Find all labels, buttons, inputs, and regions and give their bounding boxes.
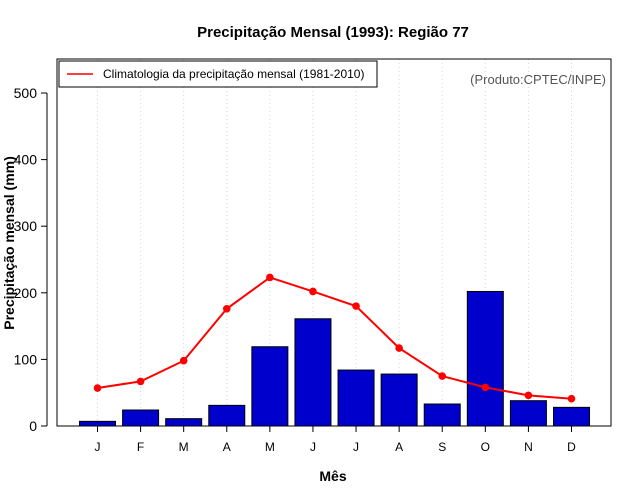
bar-4 xyxy=(208,404,246,427)
climatology-point-2 xyxy=(136,377,145,386)
bar-series xyxy=(79,290,590,427)
bar-9 xyxy=(423,403,461,427)
climatology-series xyxy=(97,276,572,400)
climatology-point-7 xyxy=(352,302,360,310)
y-tick-label: 500 xyxy=(14,85,38,101)
x-tick-label: D xyxy=(567,440,576,454)
climatology-point-8 xyxy=(395,344,403,352)
x-tick-label: N xyxy=(524,440,533,454)
y-tick-label: 400 xyxy=(14,152,38,168)
climatology-point-4 xyxy=(222,304,231,313)
x-tick-label: S xyxy=(438,440,446,454)
bar-1 xyxy=(79,420,116,427)
legend: Climatologia da precipitação mensal (198… xyxy=(58,60,378,88)
y-axis: 0 100 200 300 400 500 xyxy=(14,85,48,434)
x-tick-label: J xyxy=(95,440,101,454)
y-axis-label: Precipitação mensal (mm) xyxy=(1,156,17,330)
source-label: (Produto:CPTEC/INPE) xyxy=(470,72,606,87)
legend-label: Climatologia da precipitação mensal (198… xyxy=(103,67,364,81)
plot-frame xyxy=(56,58,612,427)
bar-3 xyxy=(165,418,203,427)
legend-box xyxy=(58,60,378,88)
y-tick-label: 200 xyxy=(14,285,38,301)
climatology-point-10 xyxy=(481,383,490,392)
climatology-point-9 xyxy=(438,372,447,380)
climatology-line xyxy=(97,276,572,400)
y-tick-label: 300 xyxy=(14,218,38,234)
climatology-points xyxy=(93,273,576,403)
bar-2 xyxy=(122,409,160,427)
bar-7 xyxy=(337,369,375,427)
bar-10 xyxy=(466,290,504,427)
x-tick-label: F xyxy=(137,440,144,454)
climatology-point-11 xyxy=(524,391,533,400)
bar-12 xyxy=(553,406,590,427)
y-tick-label: 0 xyxy=(29,418,37,434)
climatology-point-5 xyxy=(266,273,274,282)
x-axis-label: Mês xyxy=(319,468,346,484)
x-tick-label: J xyxy=(353,440,359,454)
bar-6 xyxy=(294,318,332,427)
x-tick-label: J xyxy=(310,440,316,454)
x-tick-label: A xyxy=(223,440,231,454)
bar-5 xyxy=(251,346,289,427)
climatology-point-12 xyxy=(567,394,576,403)
x-tick-label: A xyxy=(395,440,403,454)
x-tick-label: M xyxy=(179,440,189,454)
climatology-point-6 xyxy=(309,287,317,296)
x-tick-label: M xyxy=(265,440,275,454)
x-tick-label: O xyxy=(481,440,490,454)
climatology-point-3 xyxy=(179,356,188,365)
y-tick-label: 100 xyxy=(14,351,38,367)
chart-title: Precipitação Mensal (1993): Região 77 xyxy=(197,24,469,41)
climatology-point-1 xyxy=(93,384,102,392)
bar-11 xyxy=(509,400,547,427)
bar-8 xyxy=(380,373,418,427)
